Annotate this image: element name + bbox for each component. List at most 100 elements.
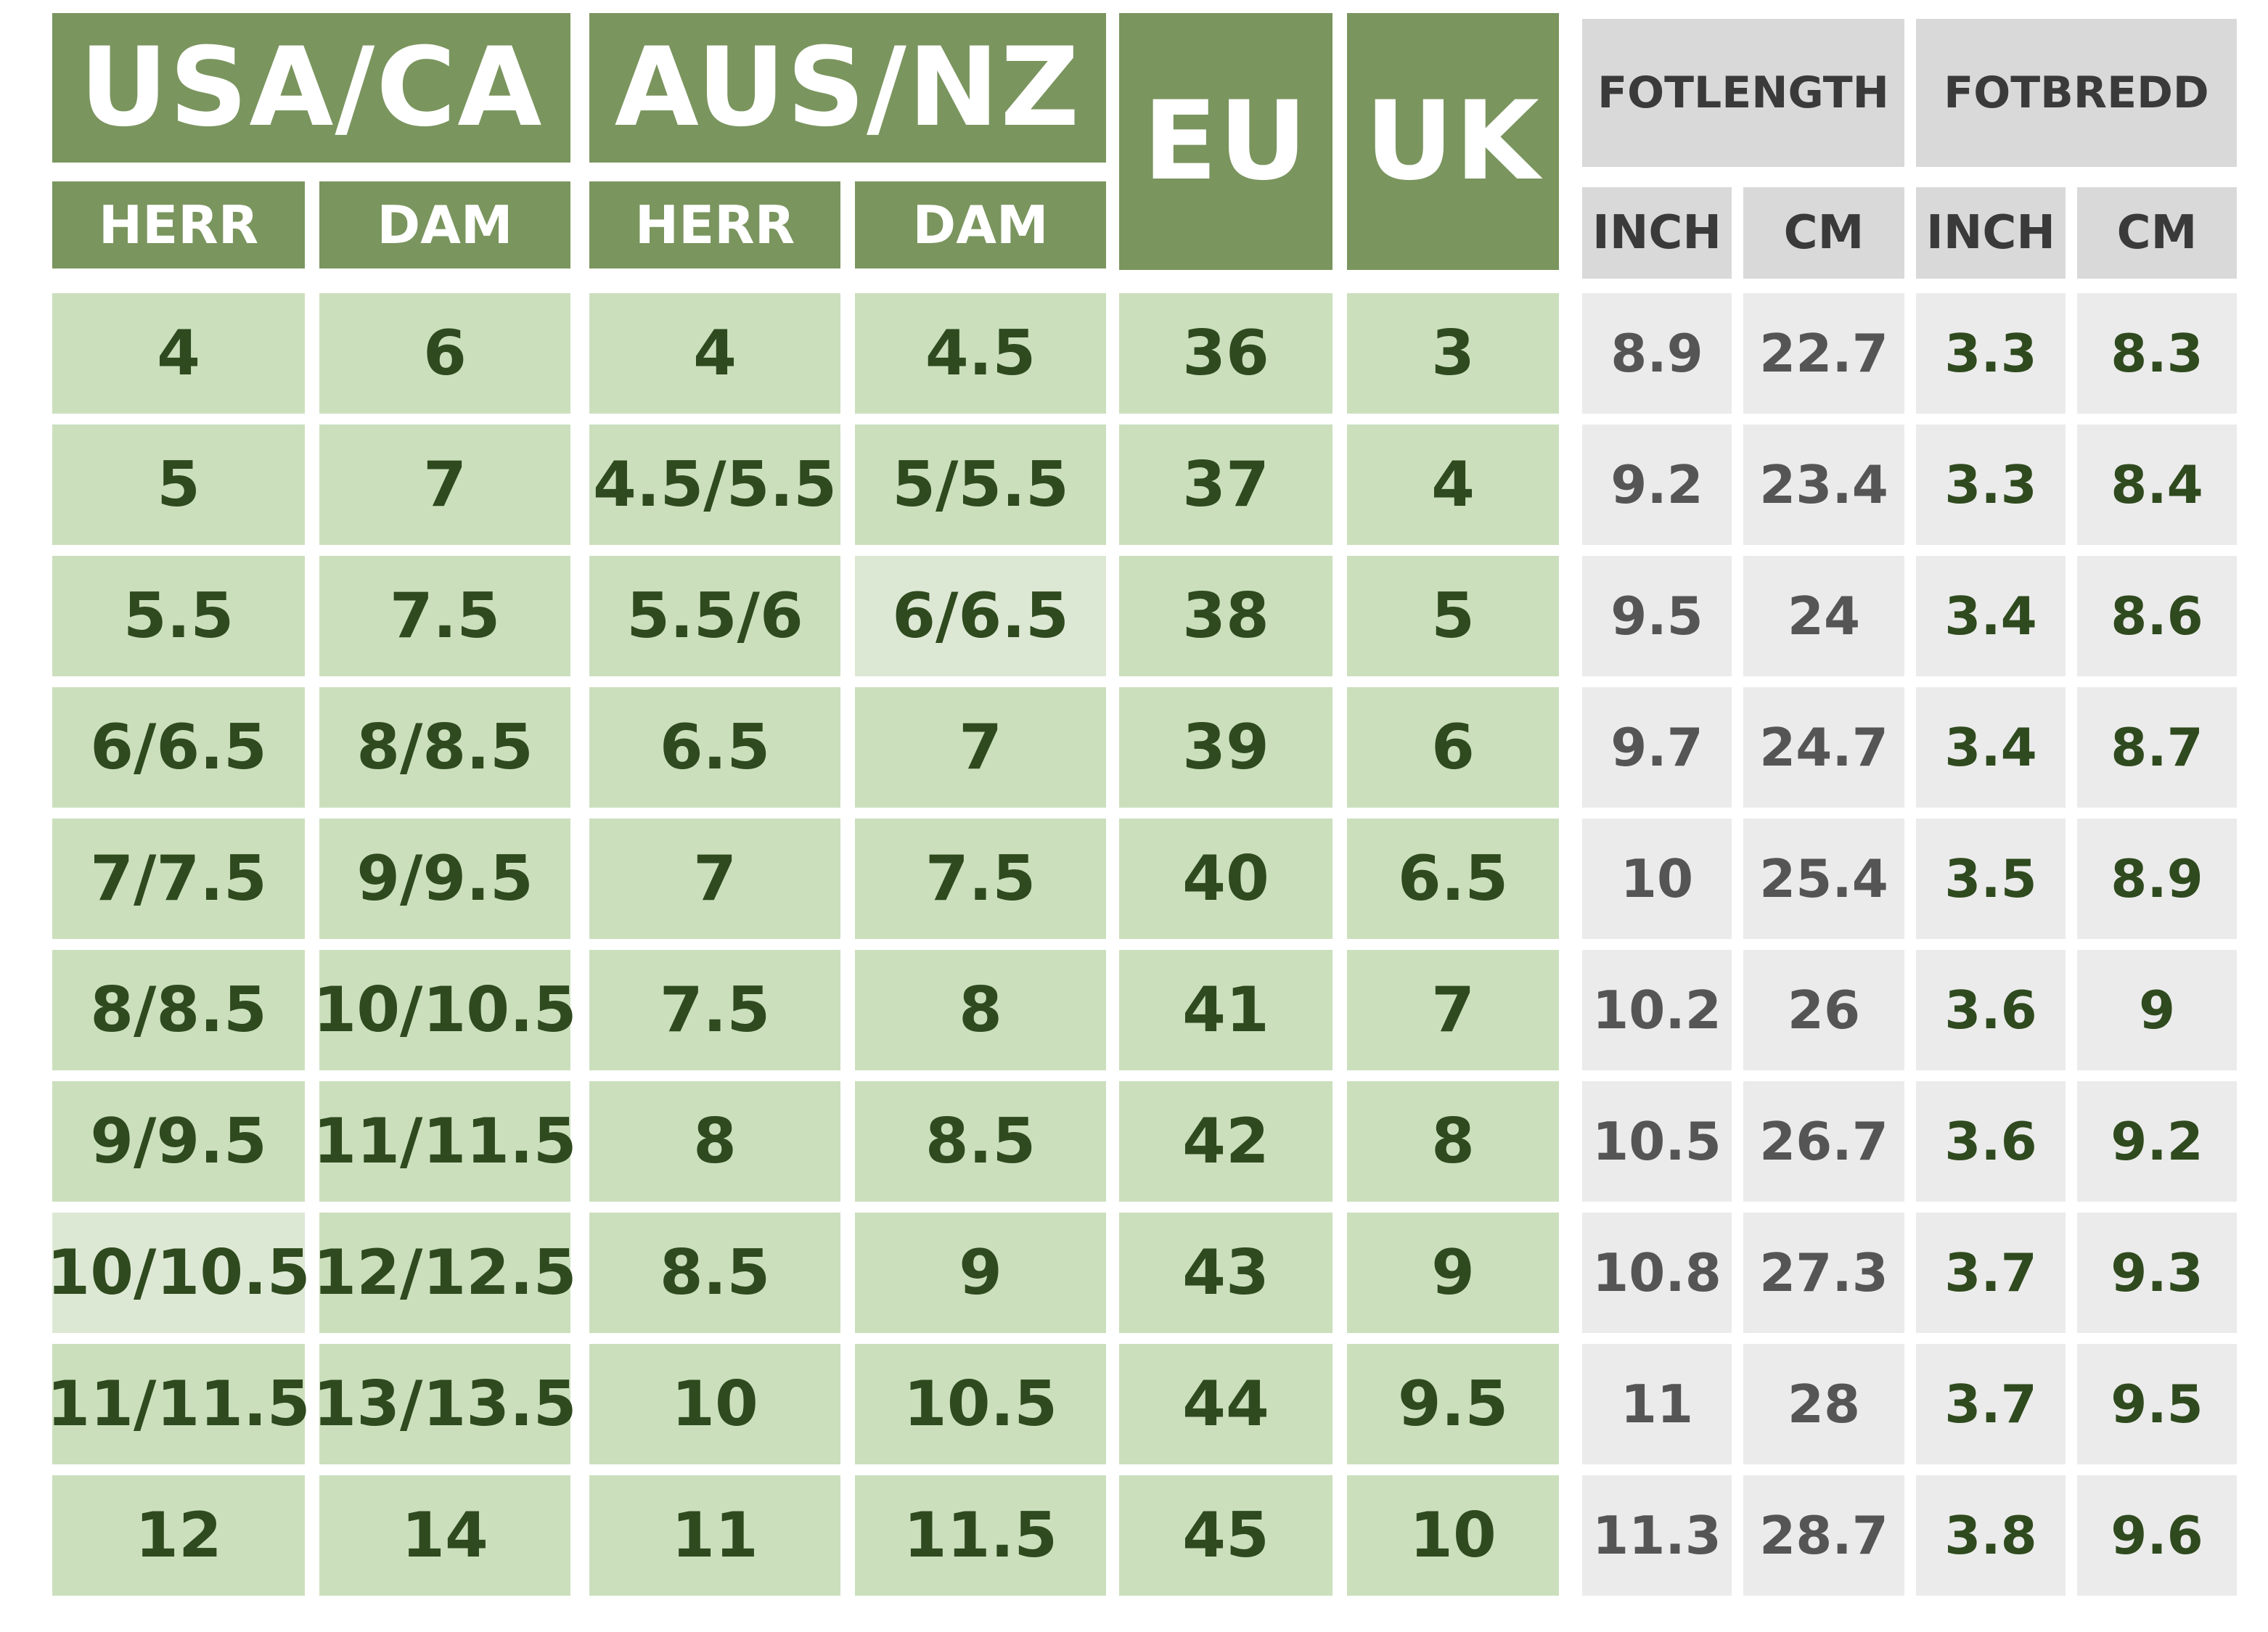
cell-aus-dam: 11.5: [855, 1475, 1106, 1596]
cell-aus-dam: 5/5.5: [855, 425, 1106, 545]
cell-len-cm: 23.4: [1743, 425, 1904, 545]
cell-usa-dam: 8/8.5: [319, 687, 570, 808]
cell-usa-herr: 12: [52, 1475, 305, 1596]
cell-width-cm: 9.5: [2077, 1344, 2237, 1464]
cell-aus-dam: 6/6.5: [855, 556, 1106, 676]
cell-width-inch: 3.7: [1916, 1344, 2066, 1464]
cell-aus-herr: 8.5: [589, 1213, 840, 1333]
cell-usa-dam: 14: [319, 1475, 570, 1596]
cell-width-cm: 9.2: [2077, 1081, 2237, 1202]
cell-usa-herr: 6/6.5: [52, 687, 305, 808]
cell-uk: 3: [1347, 293, 1559, 414]
cell-eu: 42: [1119, 1081, 1332, 1202]
cell-eu: 37: [1119, 425, 1332, 545]
cell-aus-dam: 10.5: [855, 1344, 1106, 1464]
cell-width-inch: 3.4: [1916, 687, 2066, 808]
cell-uk: 6.5: [1347, 819, 1559, 939]
cell-aus-dam: 8: [855, 950, 1106, 1070]
cell-width-cm: 9.3: [2077, 1213, 2237, 1333]
cell-uk: 9.5: [1347, 1344, 1559, 1464]
cell-width-inch: 3.6: [1916, 1081, 2066, 1202]
cell-len-inch: 10.2: [1582, 950, 1732, 1070]
cell-aus-herr: 10: [589, 1344, 840, 1464]
cell-aus-herr: 4.5/5.5: [589, 425, 840, 545]
cell-usa-dam: 9/9.5: [319, 819, 570, 939]
header-aus-nz: AUS/NZ: [589, 13, 1106, 163]
cell-len-inch: 9.7: [1582, 687, 1732, 808]
cell-usa-herr: 11/11.5: [46, 1344, 311, 1464]
header-eu: EU: [1119, 13, 1332, 270]
cell-aus-dam: 7: [855, 687, 1106, 808]
cell-len-cm: 24: [1743, 556, 1904, 676]
cell-len-inch: 10.8: [1582, 1213, 1732, 1333]
cell-eu: 38: [1119, 556, 1332, 676]
cell-len-cm: 28: [1743, 1344, 1904, 1464]
cell-eu: 43: [1119, 1213, 1332, 1333]
cell-len-inch: 10.5: [1582, 1081, 1732, 1202]
subheader-length-cm: CM: [1743, 187, 1904, 279]
cell-len-cm: 28.7: [1743, 1475, 1904, 1596]
subheader-aus-dam: DAM: [855, 181, 1106, 268]
cell-usa-herr: 7/7.5: [52, 819, 305, 939]
cell-width-cm: 8.6: [2077, 556, 2237, 676]
subheader-length-inch: INCH: [1582, 187, 1732, 279]
cell-width-inch: 3.4: [1916, 556, 2066, 676]
cell-len-inch: 11.3: [1582, 1475, 1732, 1596]
cell-usa-herr: 4: [52, 293, 305, 414]
cell-width-cm: 8.3: [2077, 293, 2237, 414]
cell-usa-herr: 10/10.5: [46, 1213, 311, 1333]
cell-usa-herr: 9/9.5: [52, 1081, 305, 1202]
cell-width-inch: 3.5: [1916, 819, 2066, 939]
header-fotlength: FOTLENGTH: [1582, 19, 1904, 167]
cell-aus-dam: 7.5: [855, 819, 1106, 939]
cell-usa-dam: 10/10.5: [313, 950, 577, 1070]
cell-width-inch: 3.3: [1916, 293, 2066, 414]
cell-aus-herr: 7: [589, 819, 840, 939]
cell-width-cm: 8.7: [2077, 687, 2237, 808]
subheader-usa-dam: DAM: [319, 181, 570, 268]
cell-len-cm: 24.7: [1743, 687, 1904, 808]
cell-usa-dam: 13/13.5: [313, 1344, 577, 1464]
cell-len-inch: 10: [1582, 819, 1732, 939]
cell-eu: 36: [1119, 293, 1332, 414]
cell-len-cm: 25.4: [1743, 819, 1904, 939]
cell-len-inch: 11: [1582, 1344, 1732, 1464]
cell-aus-herr: 4: [589, 293, 840, 414]
cell-aus-herr: 11: [589, 1475, 840, 1596]
cell-eu: 45: [1119, 1475, 1332, 1596]
cell-len-inch: 9.2: [1582, 425, 1732, 545]
cell-eu: 39: [1119, 687, 1332, 808]
cell-width-cm: 8.9: [2077, 819, 2237, 939]
cell-usa-dam: 12/12.5: [313, 1213, 577, 1333]
cell-uk: 7: [1347, 950, 1559, 1070]
cell-aus-dam: 4.5: [855, 293, 1106, 414]
header-uk: UK: [1347, 13, 1559, 270]
subheader-aus-herr: HERR: [589, 181, 840, 268]
cell-usa-herr: 5.5: [52, 556, 305, 676]
cell-width-inch: 3.7: [1916, 1213, 2066, 1333]
subheader-usa-herr: HERR: [52, 181, 305, 268]
cell-usa-herr: 8/8.5: [52, 950, 305, 1070]
cell-uk: 9: [1347, 1213, 1559, 1333]
subheader-width-cm: CM: [2077, 187, 2237, 279]
cell-width-cm: 9: [2077, 950, 2237, 1070]
cell-usa-dam: 7: [319, 425, 570, 545]
cell-eu: 44: [1119, 1344, 1332, 1464]
cell-len-cm: 26: [1743, 950, 1904, 1070]
cell-width-inch: 3.8: [1916, 1475, 2066, 1596]
cell-eu: 40: [1119, 819, 1332, 939]
cell-usa-dam: 6: [319, 293, 570, 414]
cell-aus-herr: 5.5/6: [589, 556, 840, 676]
cell-eu: 41: [1119, 950, 1332, 1070]
header-fotbredd: FOTBREDD: [1916, 19, 2237, 167]
cell-len-cm: 22.7: [1743, 293, 1904, 414]
cell-uk: 10: [1347, 1475, 1559, 1596]
cell-uk: 5: [1347, 556, 1559, 676]
cell-usa-herr: 5: [52, 425, 305, 545]
cell-width-cm: 9.6: [2077, 1475, 2237, 1596]
cell-aus-herr: 8: [589, 1081, 840, 1202]
cell-uk: 6: [1347, 687, 1559, 808]
cell-aus-herr: 7.5: [589, 950, 840, 1070]
cell-len-inch: 8.9: [1582, 293, 1732, 414]
cell-width-inch: 3.3: [1916, 425, 2066, 545]
